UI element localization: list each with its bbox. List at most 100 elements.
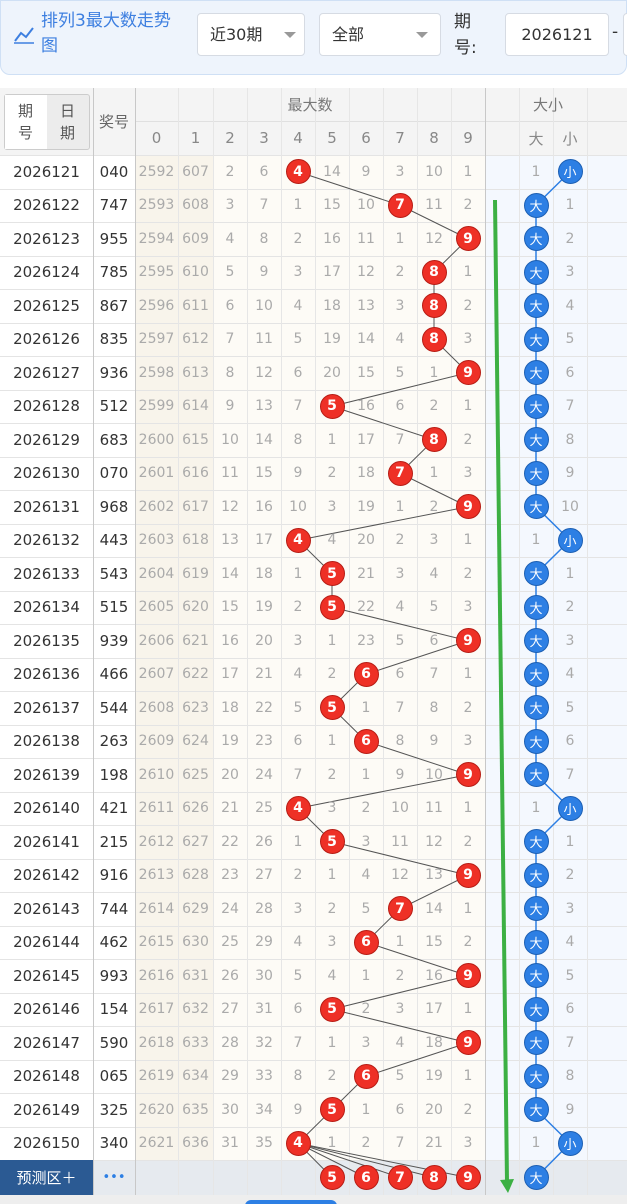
draw-number: 544 (99, 698, 129, 717)
miss-count: 2610 (138, 766, 175, 783)
miss-count: 2599 (138, 398, 175, 415)
miss-count: 17 (357, 431, 375, 448)
miss-count: 3 (327, 934, 337, 951)
miss-count: 629 (182, 900, 209, 917)
miss-count: 7 (293, 1034, 303, 1051)
miss-count: 626 (182, 800, 209, 817)
miss-count: 620 (182, 599, 209, 616)
size-miss: 7 (565, 1034, 575, 1051)
row-line (0, 691, 627, 692)
miss-count: 625 (182, 766, 209, 783)
miss-count: 15 (221, 599, 239, 616)
miss-count: 12 (391, 867, 409, 884)
miss-count: 2 (361, 1135, 371, 1152)
miss-count: 1 (463, 666, 473, 683)
miss-count: 2 (327, 465, 337, 482)
miss-count: 10 (425, 163, 443, 180)
miss-count: 31 (221, 1135, 239, 1152)
size-header: 小 (562, 129, 578, 148)
miss-count: 2 (463, 565, 473, 582)
miss-count: 634 (182, 1068, 209, 1085)
miss-count: 3 (395, 297, 405, 314)
miss-count: 14 (357, 331, 375, 348)
miss-count: 2593 (138, 197, 175, 214)
size-miss: 5 (565, 331, 575, 348)
miss-count: 2614 (138, 900, 175, 917)
bottom-tab (245, 1200, 337, 1204)
miss-count: 1 (293, 833, 303, 850)
size-ball: 大 (523, 561, 549, 587)
miss-count: 3 (395, 1001, 405, 1018)
col-line (587, 88, 588, 1195)
type-select[interactable]: 全部 (319, 13, 441, 56)
miss-count: 2 (327, 666, 337, 683)
max-ball: 9 (455, 1030, 481, 1056)
miss-count: 31 (255, 1001, 273, 1018)
size-ball: 大 (523, 460, 549, 486)
size-miss: 8 (565, 1068, 575, 1085)
trend-line (297, 171, 401, 206)
mode-option[interactable]: 期号 (5, 95, 47, 149)
chart-icon (14, 27, 34, 44)
issue: 2026135 (13, 631, 80, 650)
trend-line (331, 372, 469, 407)
miss-count: 2620 (138, 1101, 175, 1118)
miss-count: 18 (323, 297, 341, 314)
draw-number: 154 (99, 1000, 129, 1019)
size-miss: 8 (565, 431, 575, 448)
miss-count: 1 (429, 364, 439, 381)
miss-count: 2619 (138, 1068, 175, 1085)
issue: 2026137 (13, 698, 80, 717)
mode-option[interactable]: 日期 (60, 102, 76, 142)
issue: 2026127 (13, 363, 80, 382)
miss-count: 6 (395, 1101, 405, 1118)
period-select[interactable]: 近30期 (197, 13, 305, 56)
miss-count: 11 (391, 833, 409, 850)
trend-line (365, 740, 469, 776)
miss-count: 610 (182, 264, 209, 281)
miss-count: 1 (463, 398, 473, 415)
miss-count: 2 (395, 967, 405, 984)
prediction-ball: 9 (455, 1165, 481, 1190)
max-ball: 9 (455, 762, 481, 788)
miss-count: 7 (259, 197, 269, 214)
draw-number: 936 (99, 363, 129, 382)
miss-count: 2617 (138, 1001, 175, 1018)
miss-count: 2 (463, 699, 473, 716)
size-ball: 大 (523, 192, 549, 218)
size-ball: 大 (523, 661, 549, 687)
max-ball: 9 (455, 862, 481, 888)
miss-count: 630 (182, 934, 209, 951)
draw-number: 939 (99, 631, 129, 650)
miss-count: 14 (255, 431, 273, 448)
miss-count: 616 (182, 465, 209, 482)
prediction-button[interactable]: 预测区＋ (0, 1160, 93, 1195)
issue-input[interactable]: 2026121 (505, 13, 609, 56)
issue: 2026141 (13, 832, 80, 851)
group-header: 大小 (532, 96, 563, 114)
digit-header: 7 (395, 129, 405, 147)
miss-count: 1 (327, 632, 337, 649)
miss-count: 6 (429, 632, 439, 649)
size-miss: 5 (565, 699, 575, 716)
miss-count: 9 (361, 163, 371, 180)
issue: 2026149 (13, 1100, 80, 1119)
miss-count: 4 (293, 934, 303, 951)
miss-count: 2616 (138, 967, 175, 984)
size-ball: 大 (523, 628, 549, 654)
miss-count: 622 (182, 666, 209, 683)
issue: 2026136 (13, 665, 80, 684)
miss-count: 10 (357, 197, 375, 214)
draw-number: 421 (99, 799, 129, 818)
draw-number: 215 (99, 832, 129, 851)
max-ball: 5 (319, 996, 345, 1022)
miss-count: 15 (357, 364, 375, 381)
size-ball: 大 (523, 226, 549, 252)
more-button[interactable]: ••• (102, 1170, 126, 1185)
prediction-ball: 5 (319, 1165, 345, 1190)
miss-count: 2 (327, 766, 337, 783)
issue-input-to[interactable] (623, 13, 627, 56)
miss-count: 12 (255, 364, 273, 381)
miss-count: 24 (255, 766, 273, 783)
miss-count: 15 (425, 934, 443, 951)
